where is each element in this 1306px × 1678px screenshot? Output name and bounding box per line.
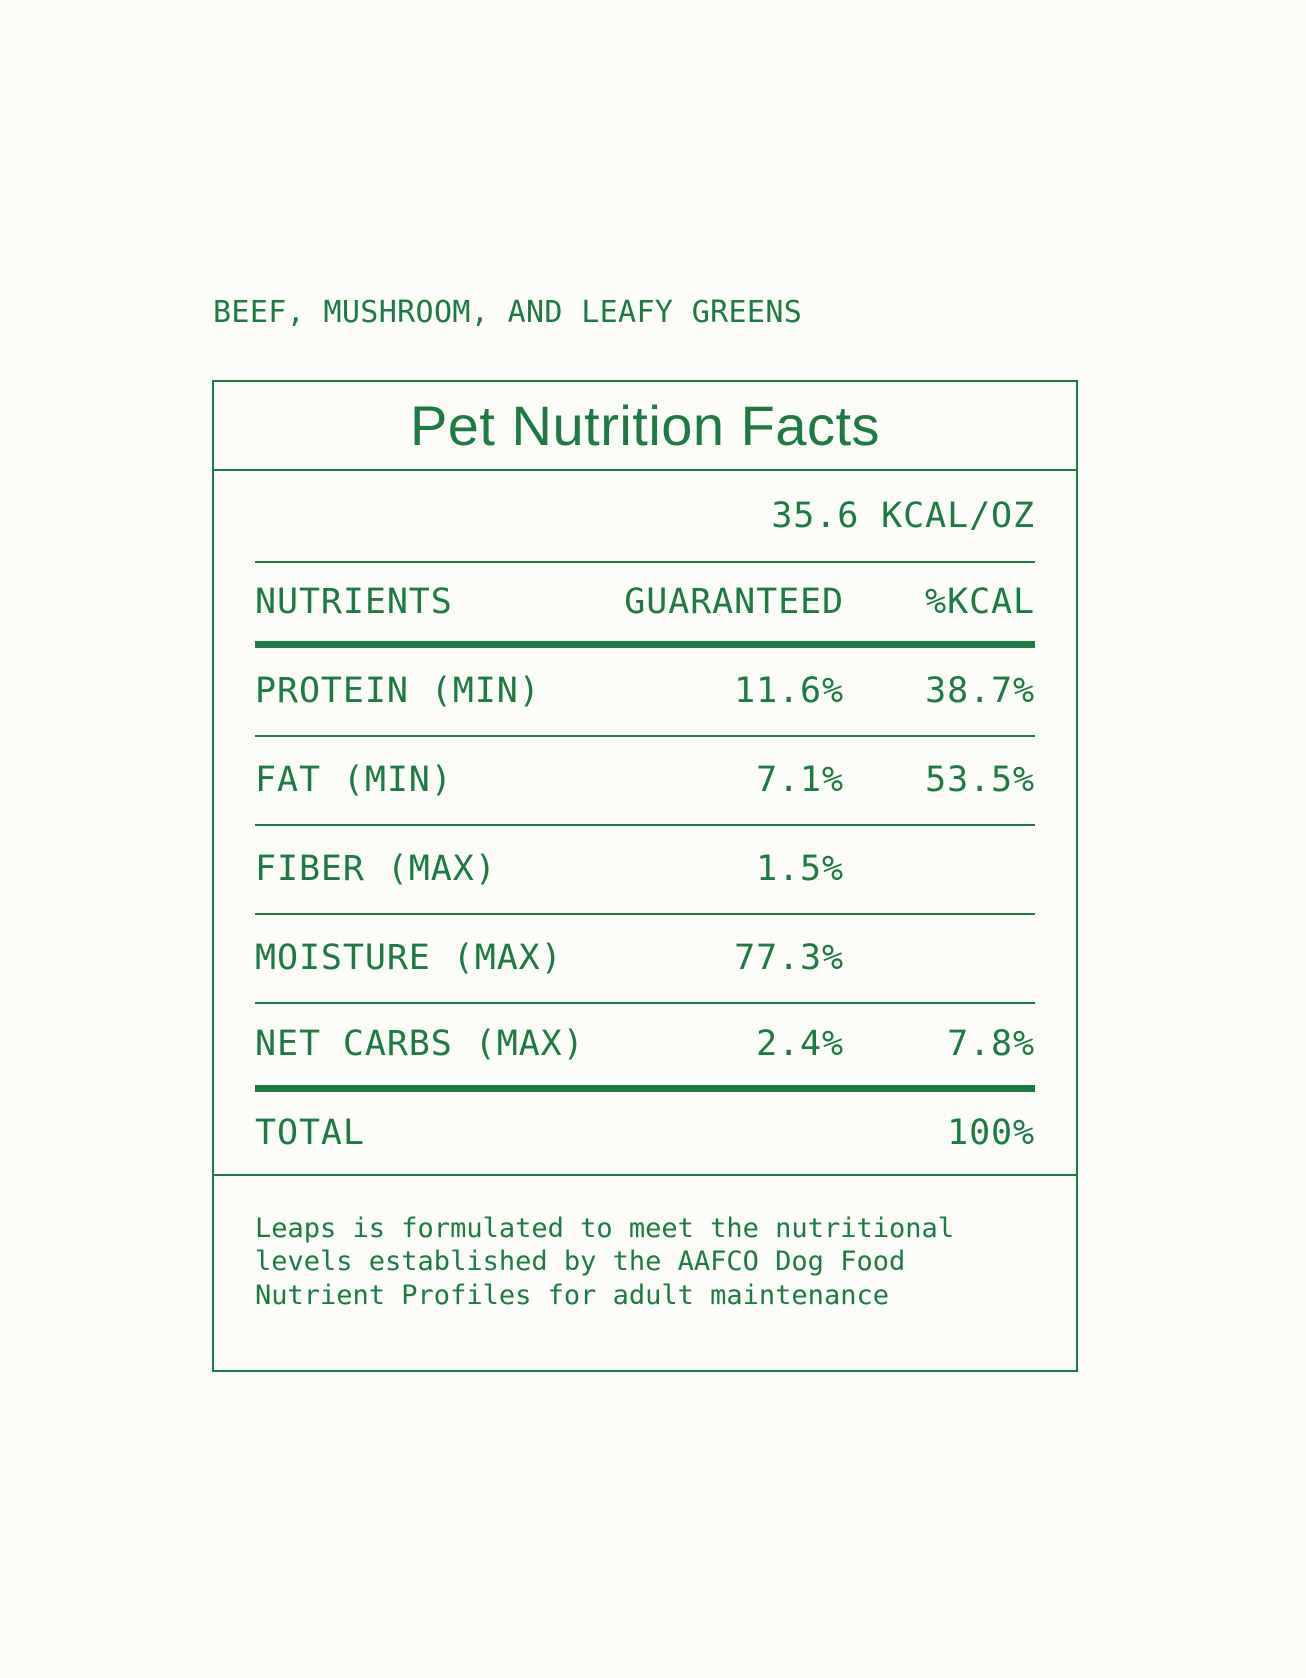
table-row-net-carbs: NET CARBS (MAX) 2.4% 7.8% [255, 1004, 1035, 1092]
panel-title-section: Pet Nutrition Facts [214, 382, 1076, 471]
nutrient-name: FIBER (MAX) [255, 849, 497, 889]
nutrient-name: MOISTURE (MAX) [255, 938, 563, 978]
table-row-protein: PROTEIN (MIN) 11.6% 38.7% [255, 648, 1035, 737]
kcal-value: 38.7% [925, 671, 1035, 711]
column-header-kcal: %KCAL [925, 581, 1035, 622]
guaranteed-value: 77.3% [734, 938, 844, 978]
guaranteed-value: 11.6% [734, 671, 844, 711]
table-header-row: NUTRIENTS GUARANTEED %KCAL [255, 563, 1035, 648]
guaranteed-value: 1.5% [756, 849, 844, 889]
panel-title: Pet Nutrition Facts [409, 393, 881, 457]
nutrient-name: NET CARBS (MAX) [255, 1024, 585, 1064]
pet-nutrition-facts-panel: Pet Nutrition Facts 35.6 KCAL/OZ NUTRIEN… [212, 380, 1078, 1372]
table-row-moisture: MOISTURE (MAX) 77.3% [255, 915, 1035, 1004]
table-row-fat: FAT (MIN) 7.1% 53.5% [255, 737, 1035, 826]
guaranteed-value: 7.1% [756, 760, 844, 800]
nutrient-name: FAT (MIN) [255, 760, 453, 800]
table-row-total: TOTAL 100% [255, 1092, 1035, 1174]
total-label: TOTAL [255, 1112, 365, 1153]
footnote-section: Leaps is formulated to meet the nutritio… [214, 1173, 1076, 1313]
nutrition-table: 35.6 KCAL/OZ NUTRIENTS GUARANTEED %KCAL … [214, 471, 1076, 1174]
table-row-fiber: FIBER (MAX) 1.5% [255, 826, 1035, 915]
kcal-value: 53.5% [925, 760, 1035, 800]
guaranteed-value: 2.4% [756, 1024, 844, 1064]
nutrient-name: PROTEIN (MIN) [255, 671, 541, 711]
column-header-nutrients: NUTRIENTS [255, 581, 453, 622]
aafco-footnote: Leaps is formulated to meet the nutritio… [255, 1212, 954, 1311]
calorie-content-value: 35.6 KCAL/OZ [771, 495, 1035, 536]
total-kcal-value: 100% [947, 1112, 1035, 1153]
calorie-content-row: 35.6 KCAL/OZ [255, 471, 1035, 563]
kcal-value: 7.8% [947, 1024, 1035, 1064]
column-header-guaranteed: GUARANTEED [624, 581, 844, 622]
product-line-heading: BEEF, MUSHROOM, AND LEAFY GREENS [213, 295, 803, 330]
